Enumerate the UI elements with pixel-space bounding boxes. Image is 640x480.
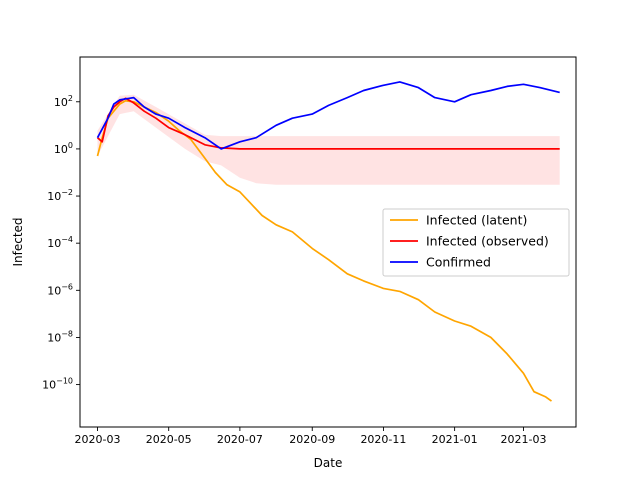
series-line-confirmed — [96, 81, 560, 150]
y-tick-label: 10−8 — [47, 329, 73, 344]
y-tick-label: 100 — [54, 141, 73, 156]
legend: Infected (latent) Infected (observed) Co… — [382, 208, 570, 277]
plot-area — [96, 81, 560, 402]
y-tick-label: 10−10 — [42, 377, 73, 392]
y-tick-label: 10−4 — [47, 235, 73, 250]
x-tick-label: 2020-07 — [217, 433, 263, 446]
legend-label-observed: Infected (observed) — [426, 234, 549, 249]
y-tick-label: 102 — [54, 94, 73, 109]
x-tick-label: 2020-09 — [289, 433, 335, 446]
y-axis-label: Infected — [11, 217, 25, 266]
legend-label-latent: Infected (latent) — [426, 213, 527, 228]
x-tick-label: 2020-03 — [75, 433, 121, 446]
x-tick-label: 2021-03 — [500, 433, 546, 446]
observed-band — [97, 94, 560, 185]
axes-frame — [79, 56, 577, 428]
x-tick-label: 2021-01 — [432, 433, 478, 446]
x-axis-label: Date — [314, 456, 343, 470]
y-tick-label: 10−2 — [47, 188, 73, 203]
y-tick-label: 10−6 — [47, 282, 73, 297]
legend-box — [382, 208, 570, 277]
y-axis: 102 100 10−2 10−4 10−6 10−8 10−10 — [42, 94, 80, 392]
x-axis: 2020-03 2020-05 2020-07 2020-09 2020-11 2021-… — [75, 427, 546, 446]
legend-label-confirmed: Confirmed — [426, 255, 491, 270]
x-tick-label: 2020-11 — [360, 433, 406, 446]
x-tick-label: 2020-05 — [146, 433, 192, 446]
